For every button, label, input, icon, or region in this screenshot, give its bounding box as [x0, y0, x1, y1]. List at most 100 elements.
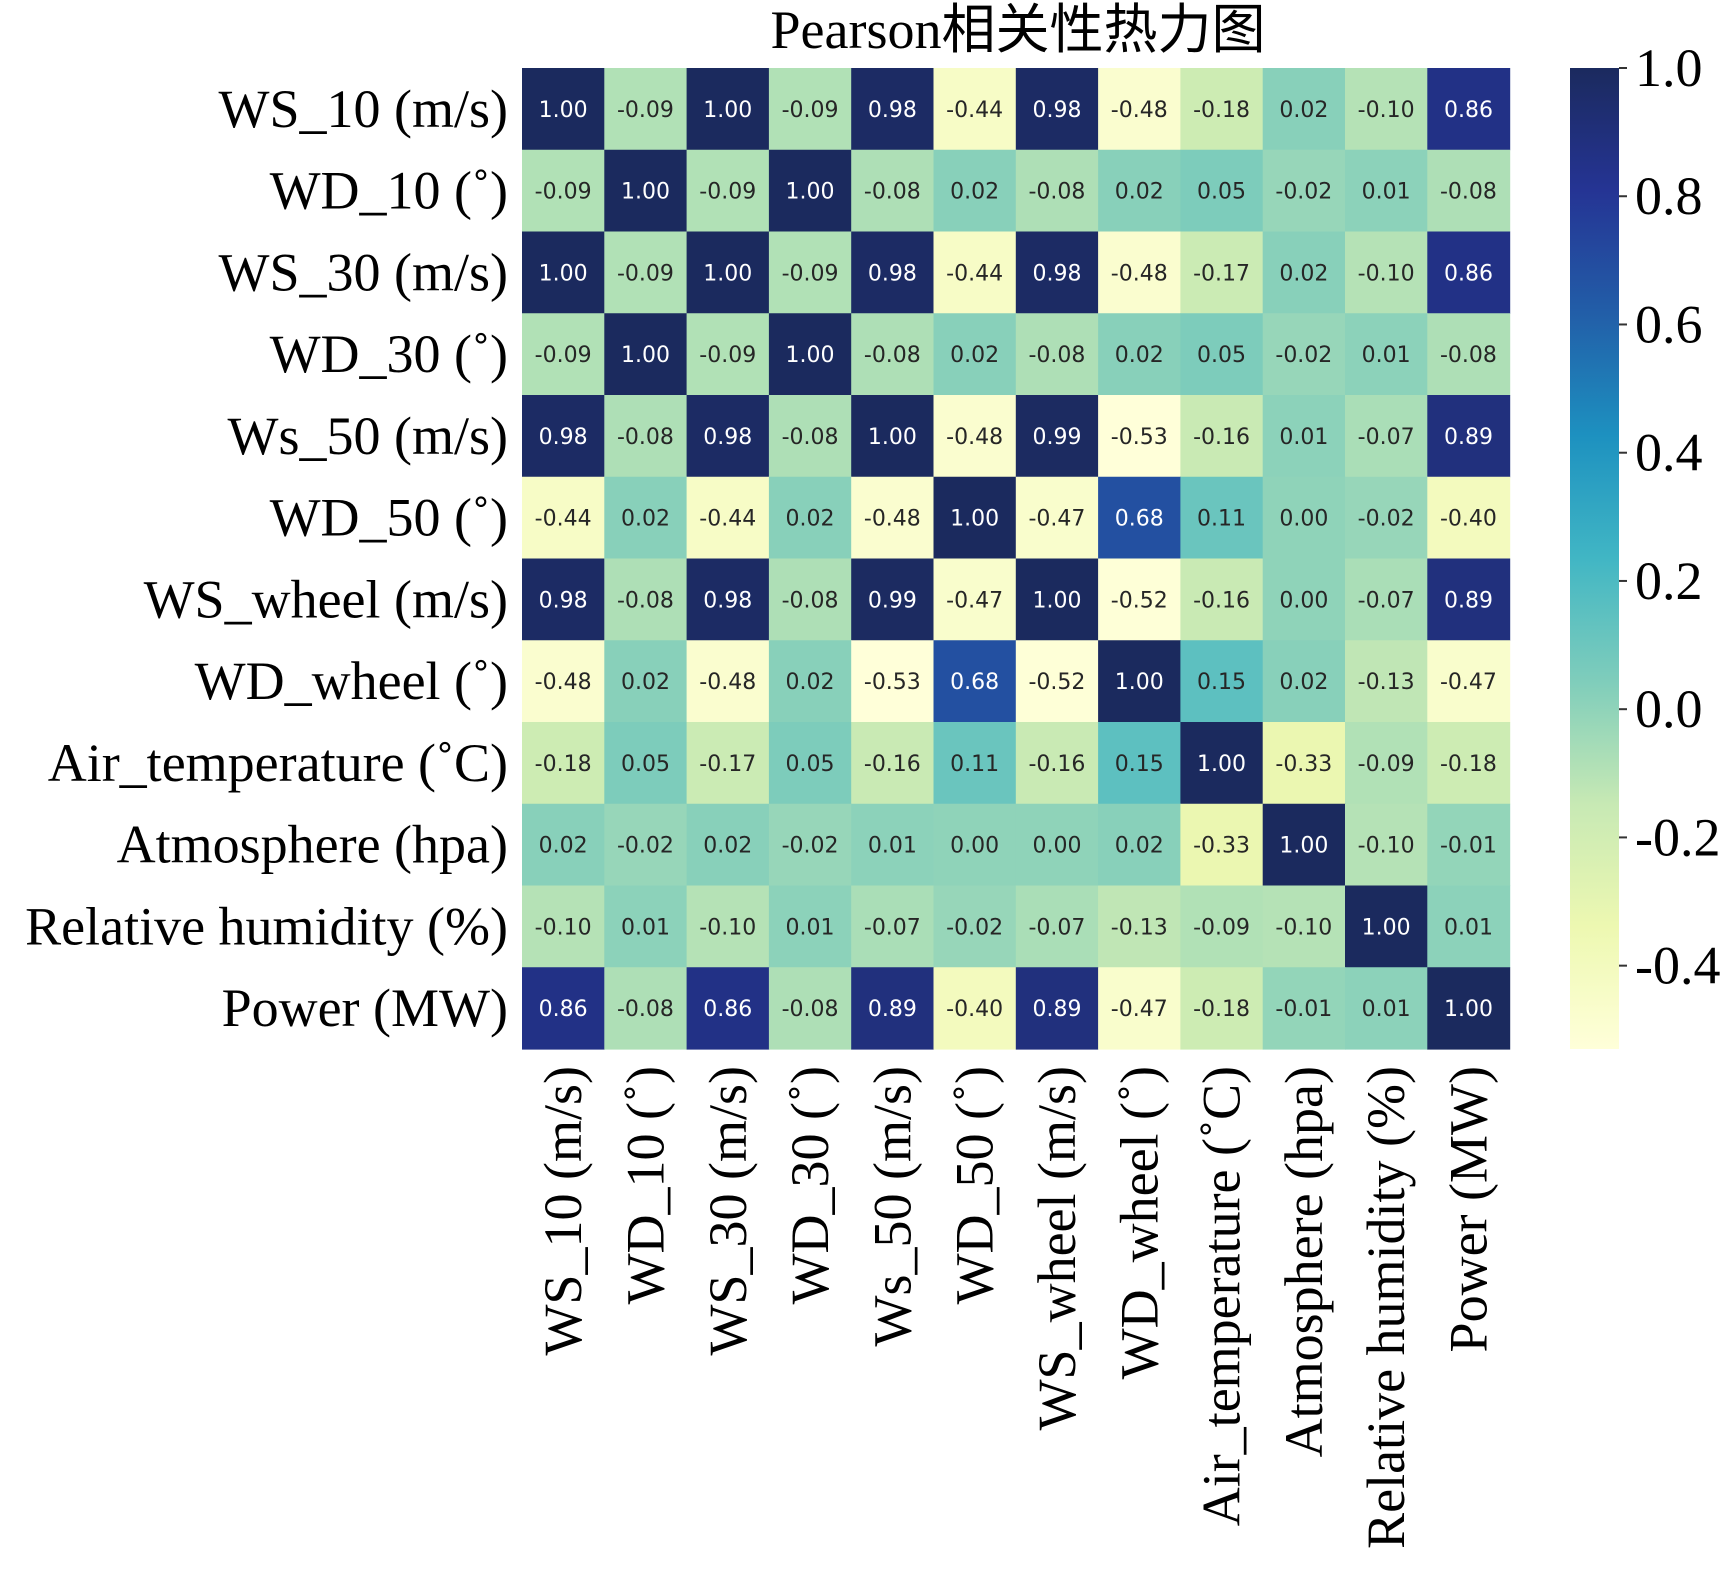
- cell-value-label: -0.08: [1440, 343, 1497, 368]
- cell-value-label: -0.48: [1111, 261, 1168, 286]
- cell-value-label: -0.08: [617, 997, 674, 1022]
- column-label: WS_wheel (m/s): [1027, 1066, 1087, 1430]
- cell-value-label: 0.11: [950, 752, 999, 777]
- cell-value-label: -0.07: [1028, 915, 1085, 940]
- heatmap-cell: [1015, 803, 1099, 887]
- cell-value-label: -0.48: [864, 507, 921, 532]
- heatmap-cell: [522, 395, 605, 478]
- cell-value-label: 1.00: [621, 180, 670, 205]
- heatmap-cell: [522, 68, 605, 151]
- cell-value-label: 0.98: [1032, 261, 1081, 286]
- cell-value-label: -0.16: [864, 752, 921, 777]
- cell-value-label: 0.01: [786, 915, 835, 940]
- heatmap-cell: [1345, 967, 1428, 1050]
- heatmap-cell: [1015, 68, 1099, 151]
- cell-value-label: -0.33: [1193, 834, 1250, 859]
- heatmap-cell: [1427, 967, 1511, 1050]
- heatmap-cell: [1098, 231, 1181, 314]
- row-label: WD_wheel (˚): [195, 651, 508, 711]
- heatmap-cell: [604, 68, 688, 151]
- heatmap-cell: [1015, 313, 1099, 396]
- cell-value-label: -0.18: [1193, 997, 1250, 1022]
- heatmap-cell: [604, 558, 688, 641]
- heatmap-cell: [1098, 313, 1181, 396]
- heatmap-cell: [933, 149, 1017, 233]
- cell-value-label: 0.05: [786, 752, 835, 777]
- heatmap-cell: [1180, 313, 1264, 396]
- heatmap-cell: [1262, 313, 1346, 396]
- row-label: WD_10 (˚): [270, 161, 508, 221]
- heatmap-cell: [1345, 885, 1428, 968]
- cell-value-label: -0.48: [535, 670, 592, 695]
- heatmap-cell: [522, 231, 605, 314]
- cell-value-label: -0.09: [617, 98, 674, 123]
- heatmap-cell: [522, 640, 605, 723]
- heatmap-cell: [1345, 395, 1428, 478]
- cell-value-label: -0.40: [1440, 507, 1497, 532]
- cell-value-label: -0.18: [1193, 98, 1250, 123]
- heatmap-cell: [851, 68, 935, 151]
- heatmap-cell: [522, 885, 605, 968]
- cell-value-label: -0.08: [782, 425, 839, 450]
- heatmap-cell: [1345, 231, 1428, 314]
- heatmap-cell: [1345, 640, 1428, 723]
- heatmap-cell: [1345, 803, 1428, 887]
- cell-value-label: 0.01: [1362, 343, 1411, 368]
- column-label: WS_30 (m/s): [698, 1066, 758, 1356]
- colorbar-tick-label: -0.4: [1635, 936, 1720, 996]
- heatmap-cell: [1098, 885, 1181, 968]
- cell-value-label: -0.02: [1275, 343, 1332, 368]
- heatmap-cell: [1180, 558, 1264, 641]
- heatmap-cell: [768, 558, 852, 641]
- heatmap-cell: [686, 558, 770, 641]
- cell-value-label: -0.08: [1440, 180, 1497, 205]
- chart-title: Pearson相关性热力图: [771, 0, 1266, 60]
- cell-value-label: -0.44: [946, 98, 1003, 123]
- cell-value-label: 0.99: [868, 588, 917, 613]
- heatmap-cell: [522, 803, 605, 887]
- cell-value-label: 1.00: [703, 261, 752, 286]
- heatmap-cell: [604, 313, 688, 396]
- cell-value-label: -0.17: [699, 752, 756, 777]
- heatmap-cell: [604, 476, 688, 560]
- cell-value-label: 0.98: [539, 425, 588, 450]
- cell-value-label: -0.18: [1440, 752, 1497, 777]
- row-label: WD_30 (˚): [270, 324, 508, 384]
- heatmap-cell: [768, 885, 852, 968]
- cell-value-label: 0.02: [1115, 180, 1164, 205]
- row-label: Ws_50 (m/s): [228, 406, 508, 466]
- heatmap-cell: [1262, 476, 1346, 560]
- heatmap-cell: [686, 68, 770, 151]
- cell-value-label: -0.09: [535, 343, 592, 368]
- cell-value-label: -0.01: [1440, 834, 1497, 859]
- cell-value-label: -0.08: [617, 425, 674, 450]
- cell-value-label: 0.15: [1115, 752, 1164, 777]
- cell-value-label: -0.17: [1193, 261, 1250, 286]
- colorbar-tick-label: 0.2: [1635, 551, 1703, 611]
- heatmap-cell: [686, 967, 770, 1050]
- row-label: WS_wheel (m/s): [144, 569, 508, 629]
- heatmap-cell: [522, 313, 605, 396]
- cell-value-label: 0.02: [786, 670, 835, 695]
- heatmap-cell: [1015, 395, 1099, 478]
- heatmap-cell: [1427, 395, 1511, 478]
- column-label: Ws_50 (m/s): [862, 1066, 922, 1346]
- heatmap-cell: [933, 476, 1017, 560]
- heatmap-cell: [1262, 149, 1346, 233]
- cell-value-label: -0.47: [1028, 507, 1085, 532]
- cell-value-label: 1.00: [1362, 915, 1411, 940]
- row-label: WS_30 (m/s): [219, 242, 509, 302]
- cell-value-label: -0.08: [617, 588, 674, 613]
- cell-value-label: 0.05: [621, 752, 670, 777]
- cell-value-label: 0.86: [1444, 98, 1493, 123]
- heatmap-cell: [1262, 558, 1346, 641]
- cell-value-label: 0.02: [703, 834, 752, 859]
- row-label: WD_50 (˚): [270, 488, 508, 548]
- cell-value-label: 0.02: [1279, 670, 1328, 695]
- heatmap-cell: [686, 640, 770, 723]
- cell-value-label: 0.02: [539, 834, 588, 859]
- cell-value-label: 1.00: [539, 261, 588, 286]
- cell-value-label: -0.08: [1028, 180, 1085, 205]
- cell-value-label: -0.48: [1111, 98, 1168, 123]
